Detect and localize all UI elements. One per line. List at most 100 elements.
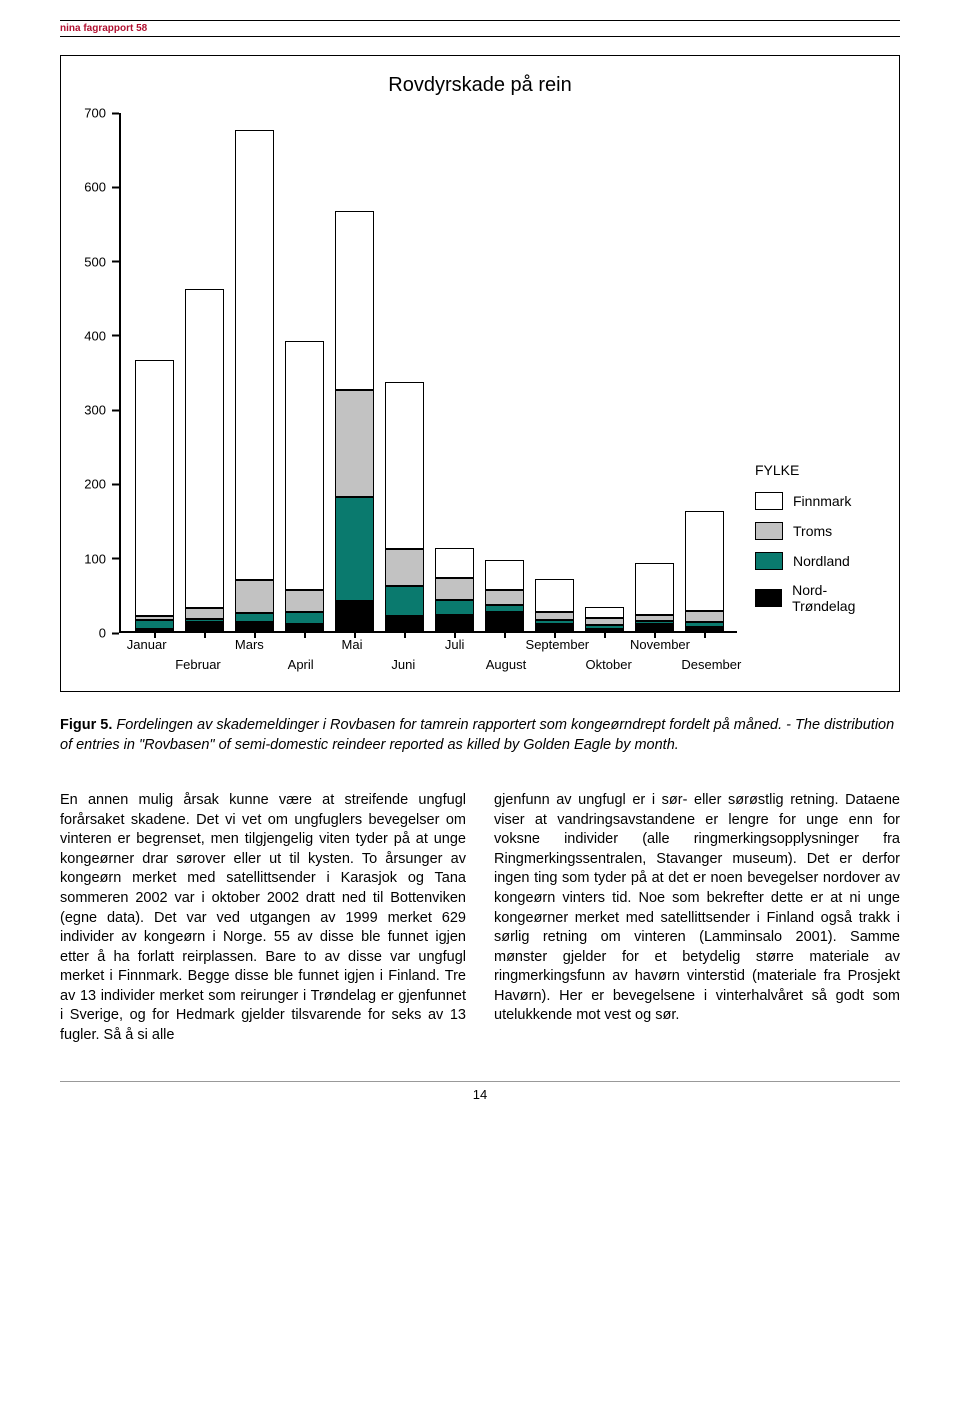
bar-stack [135,360,174,631]
y-tick-mark [112,261,119,263]
y-tick-label: 700 [84,106,106,121]
y-tick-mark [112,558,119,560]
bar-seg-Tr [685,611,724,622]
bar-seg-NT [535,624,574,631]
y-tick-mark [112,112,119,114]
bar-seg-Tr [585,618,624,625]
legend-label: Troms [793,523,832,539]
chart-area: 0100200300400500600700 JanuarFebruarMars… [73,113,887,681]
bar-seg-Fi [185,289,224,608]
body-columns: En annen mulig årsak kunne være at strei… [60,791,900,1045]
body-col-2: gjenfunn av ungfugl er i sør- eller sørø… [494,791,900,1045]
y-axis: 0100200300400500600700 [73,113,121,633]
y-tick-label: 0 [99,626,106,641]
y-tick: 200 [73,477,119,492]
bar-seg-No [385,586,424,616]
bar-seg-No [435,600,474,615]
x-label: August [486,657,526,672]
bar-Juli [429,548,479,631]
plot-row: 0100200300400500600700 [73,113,737,633]
page: nina fagrapport 58 Rovdyrskade på rein 0… [0,0,960,1142]
bar-seg-NT [285,624,324,631]
y-tick: 300 [73,403,119,418]
bar-seg-Tr [535,612,574,619]
running-header: nina fagrapport 58 [60,23,900,34]
bar-seg-Tr [335,390,374,498]
bar-Juni [379,382,429,631]
bar-stack [385,382,424,631]
bar-seg-Fi [635,563,674,615]
caption-text-no: Fordelingen av skademeldinger i Rovbasen… [112,717,786,733]
bar-seg-No [135,620,174,629]
x-label: Desember [681,657,741,672]
bar-seg-NT [335,601,374,631]
bar-stack [435,548,474,631]
y-tick: 0 [73,626,119,641]
y-tick-label: 400 [84,328,106,343]
y-tick-label: 500 [84,254,106,269]
page-number: 14 [60,1081,900,1102]
bar-November [629,563,679,631]
bar-Oktober [579,607,629,631]
y-tick: 500 [73,254,119,269]
bar-seg-Fi [135,360,174,616]
legend-item: Nord-Trøndelag [755,582,887,614]
bar-seg-Tr [185,608,224,619]
y-tick-label: 100 [84,551,106,566]
legend-swatch [755,522,783,540]
bar-seg-No [285,612,324,623]
bar-seg-Fi [435,548,474,578]
legend-label: Nordland [793,553,850,569]
x-label: Mars [235,637,264,652]
bar-Januar [129,360,179,631]
y-tick: 600 [73,180,119,195]
bar-seg-Tr [435,578,474,600]
x-label: Juni [391,657,415,672]
plot-with-axes: 0100200300400500600700 JanuarFebruarMars… [73,113,737,681]
bar-stack [335,211,374,631]
x-label: Juli [445,637,465,652]
figure-caption: Figur 5. Fordelingen av skademeldinger i… [60,716,900,755]
y-tick-label: 300 [84,403,106,418]
caption-label: Figur 5. [60,717,112,733]
x-label: Mai [342,637,363,652]
y-tick-mark [112,483,119,485]
bar-stack [485,560,524,631]
y-tick-mark [112,335,119,337]
x-axis: JanuarFebruarMarsAprilMaiJuniJuliAugustS… [121,633,737,681]
bar-seg-NT [235,622,274,631]
bar-April [279,341,329,631]
y-tick: 400 [73,328,119,343]
bar-Desember [679,511,729,631]
legend: FYLKE FinnmarkTromsNordlandNord-Trøndela… [737,113,887,681]
y-tick-mark [112,186,119,188]
bar-seg-Fi [535,579,574,612]
legend-label: Nord-Trøndelag [792,582,887,614]
bar-seg-Tr [485,590,524,605]
bar-seg-Fi [285,341,324,590]
bar-seg-NT [385,616,424,631]
y-tick-label: 600 [84,180,106,195]
bar-seg-Fi [385,382,424,549]
bar-seg-Tr [385,549,424,586]
bar-seg-NT [485,612,524,631]
y-tick: 100 [73,551,119,566]
legend-title: FYLKE [755,462,887,478]
body-col-1: En annen mulig årsak kunne være at strei… [60,791,466,1045]
legend-swatch [755,589,782,607]
bar-stack [235,130,274,631]
bar-seg-Fi [235,130,274,579]
bar-seg-Fi [585,607,624,618]
chart-container: Rovdyrskade på rein 01002003004005006007… [60,55,900,692]
x-label: November [630,637,690,652]
bar-stack [685,511,724,631]
bar-seg-No [485,605,524,612]
y-tick-mark [112,409,119,411]
x-label: April [288,657,314,672]
bar-stack [285,341,324,631]
bar-stack [185,289,224,631]
header-rule-bot [60,36,900,37]
bar-seg-NT [185,622,224,631]
bar-August [479,560,529,631]
x-label: September [526,637,590,652]
